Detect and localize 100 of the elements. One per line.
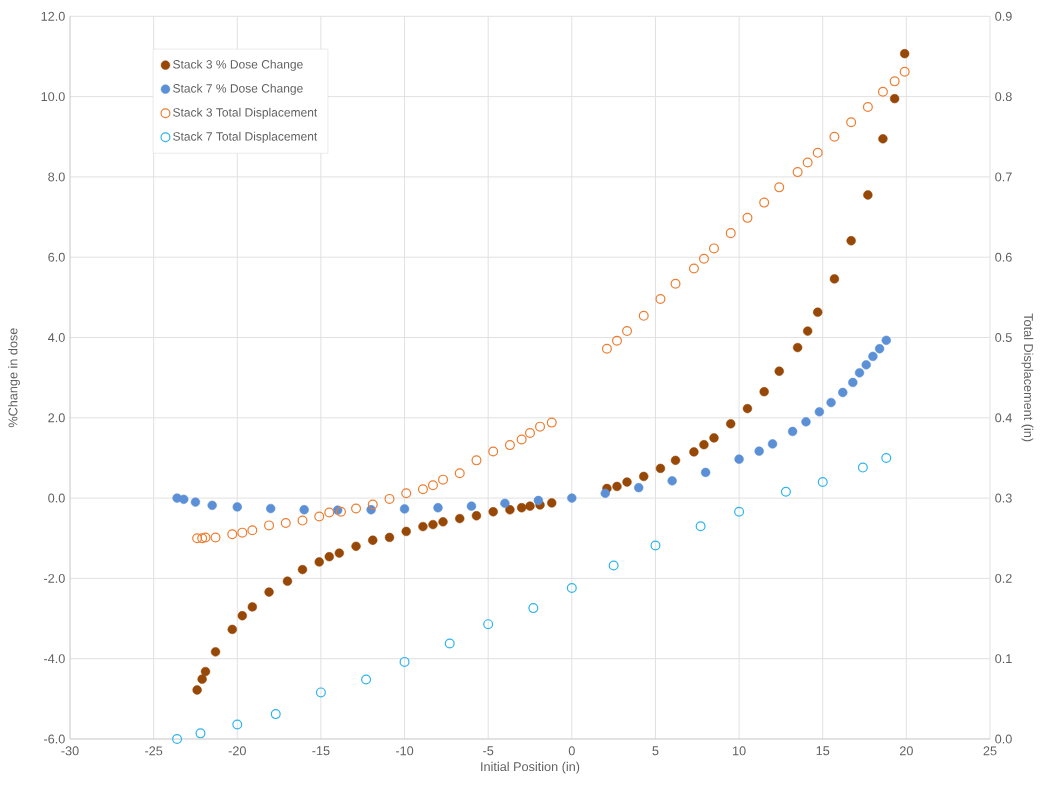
- x-tick-label: -10: [395, 746, 414, 756]
- point: [351, 541, 361, 551]
- x-tick-label: 20: [899, 746, 913, 756]
- point: [533, 495, 544, 506]
- y2-tick-label: 0.8: [995, 92, 1012, 102]
- point: [792, 167, 803, 178]
- point: [264, 587, 274, 597]
- point: [699, 440, 709, 450]
- y2-tick-label: 0.2: [995, 573, 1012, 583]
- y2-tick-label: 0.0: [995, 734, 1012, 744]
- point: [861, 360, 871, 370]
- point: [612, 481, 622, 492]
- point: [324, 552, 334, 562]
- point: [315, 687, 326, 698]
- point: [802, 326, 813, 336]
- point: [726, 419, 736, 429]
- point: [881, 452, 892, 463]
- point: [802, 157, 813, 168]
- y-tick-label: -6.0: [44, 734, 65, 744]
- point: [351, 503, 362, 514]
- point: [547, 498, 557, 508]
- point: [817, 477, 828, 488]
- point: [698, 253, 709, 264]
- point: [299, 505, 309, 515]
- point: [384, 493, 395, 504]
- point: [655, 293, 666, 304]
- point: [247, 525, 258, 536]
- point: [655, 463, 666, 474]
- point: [192, 533, 203, 544]
- point: [525, 428, 535, 439]
- point: [314, 511, 325, 522]
- point: [854, 368, 865, 378]
- point: [264, 520, 275, 531]
- point: [700, 467, 711, 478]
- y2-tick-label: 0.3: [995, 493, 1012, 503]
- point: [634, 482, 644, 493]
- point: [417, 484, 428, 495]
- legend-label: Stack 3 Total Displacement: [173, 107, 318, 120]
- x-tick-label: -25: [145, 746, 163, 756]
- point: [237, 611, 247, 621]
- point: [418, 521, 428, 532]
- point: [270, 709, 281, 720]
- point: [670, 455, 681, 466]
- point: [433, 503, 443, 513]
- point: [667, 476, 677, 486]
- x-tick-label: -15: [312, 746, 330, 756]
- y2-tick-label: 0.1: [995, 654, 1012, 664]
- point: [297, 515, 308, 526]
- point: [455, 513, 465, 524]
- legend-label: Stack 7 % Dose Change: [173, 83, 303, 95]
- y-tick-label: -2.0: [44, 573, 65, 583]
- point: [232, 719, 243, 730]
- point: [454, 468, 465, 479]
- point: [190, 497, 201, 507]
- point: [438, 517, 448, 527]
- x-tick-label: 10: [733, 746, 746, 756]
- point: [742, 212, 753, 223]
- point: [334, 548, 344, 558]
- point: [535, 421, 546, 432]
- point: [210, 532, 221, 543]
- point: [877, 86, 888, 97]
- y-axis-title: %Change in dose: [8, 328, 20, 428]
- point: [774, 182, 785, 193]
- point: [227, 624, 237, 635]
- point: [266, 503, 276, 514]
- point: [622, 477, 632, 487]
- point: [444, 638, 455, 649]
- legend-label: Stack 3 % Dose Change: [173, 59, 303, 71]
- point: [829, 131, 840, 142]
- point: [868, 351, 878, 362]
- point: [689, 447, 699, 457]
- point: [471, 511, 482, 521]
- y2-tick-label: 0.6: [995, 252, 1012, 262]
- point: [814, 407, 825, 417]
- point: [767, 439, 778, 449]
- point: [846, 117, 857, 128]
- point: [650, 540, 661, 551]
- point: [466, 501, 477, 511]
- point: [297, 564, 308, 575]
- point: [759, 197, 770, 208]
- point: [324, 507, 335, 518]
- point: [566, 583, 577, 594]
- point: [483, 619, 494, 630]
- point: [874, 344, 885, 354]
- point: [639, 471, 649, 482]
- point: [504, 440, 515, 451]
- point: [192, 685, 202, 695]
- y-tick-label: -4.0: [44, 654, 65, 664]
- point: [232, 502, 242, 512]
- point: [280, 517, 291, 528]
- point: [709, 433, 719, 443]
- point: [734, 454, 744, 464]
- point: [889, 76, 900, 87]
- point: [428, 519, 438, 530]
- point: [500, 498, 510, 508]
- point: [471, 455, 482, 466]
- point: [813, 307, 823, 317]
- x-axis-title: Initial Position (in): [481, 761, 580, 774]
- point: [179, 494, 189, 504]
- point: [881, 335, 891, 345]
